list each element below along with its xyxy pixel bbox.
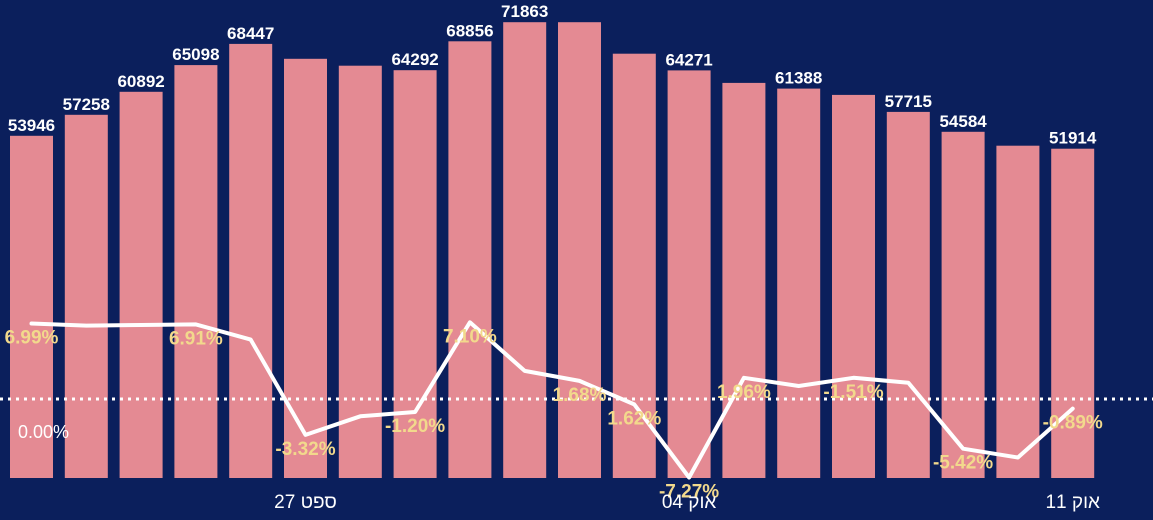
bar xyxy=(941,131,985,479)
percent-change-label: 6.99% xyxy=(5,328,59,349)
bar xyxy=(886,111,930,479)
bar-value-label: 64292 xyxy=(391,50,438,69)
percent-change-label: 6.91% xyxy=(169,328,223,349)
percent-change-label: -5.42% xyxy=(933,453,993,474)
bar xyxy=(338,65,382,478)
bar-value-label: 53946 xyxy=(8,116,55,135)
bar-value-label: 64271 xyxy=(665,50,712,69)
bar xyxy=(174,65,218,478)
percent-change-label: 7.10% xyxy=(443,326,497,347)
bar-value-label: 71863 xyxy=(501,2,548,21)
bar-value-label: 54584 xyxy=(939,112,987,131)
bar-value-labels: 53946 57258 60892 65098 68447 64292 68856 71863… xyxy=(8,2,1097,148)
x-tick-label: ספט 27 xyxy=(274,492,337,513)
bar xyxy=(229,43,273,479)
percent-change-label: 1.96% xyxy=(717,382,771,403)
bar xyxy=(558,22,601,478)
bar-value-label: 68856 xyxy=(446,21,493,40)
bar-value-label: 60892 xyxy=(117,72,164,91)
bar xyxy=(667,70,711,479)
bar xyxy=(832,94,875,479)
bar xyxy=(284,58,327,479)
percent-change-label: -3.32% xyxy=(275,439,335,460)
bar-value-label: 61388 xyxy=(775,69,822,88)
x-tick-label: אוק 11 xyxy=(1045,492,1100,513)
bar xyxy=(119,91,163,479)
bar-value-label: 51914 xyxy=(1049,129,1097,148)
bar-value-label: 57258 xyxy=(63,95,110,114)
percent-change-line xyxy=(29,320,1075,480)
percent-change-label: 1.62% xyxy=(607,408,661,429)
percent-change-label: 1.68% xyxy=(553,385,607,406)
percent-change-label: -1.51% xyxy=(823,382,883,403)
x-axis-ticks: ספט 27 אוק 04 אוק 11 xyxy=(274,492,1100,513)
bar xyxy=(722,82,766,479)
bar xyxy=(10,135,53,479)
bar xyxy=(777,88,821,478)
percent-change-label: -1.20% xyxy=(385,416,445,437)
x-tick-label: אוק 04 xyxy=(662,492,717,513)
bar-value-label: 65098 xyxy=(172,45,219,64)
zero-reference-label: 0.00% xyxy=(18,422,69,442)
bar-value-label: 68447 xyxy=(227,24,274,43)
bar-value-label: 57715 xyxy=(885,92,932,111)
bar xyxy=(503,22,547,478)
bar xyxy=(448,41,492,479)
percent-change-label: -7.27% xyxy=(659,482,719,503)
bar xyxy=(996,145,1040,478)
percent-change-labels: 6.99% 6.91% -3.32% -1.20% 7.10% 1.68%1.62% -7.… xyxy=(5,326,1103,502)
bar xyxy=(64,114,108,479)
percent-change-label: -0.89% xyxy=(1043,413,1103,434)
